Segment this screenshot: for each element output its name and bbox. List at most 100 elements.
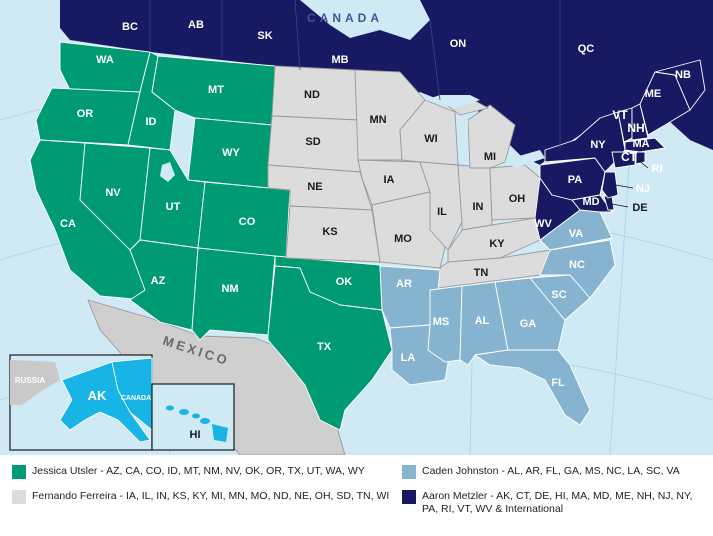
state-label-ok: OK [336,276,353,288]
state-label-or: OR [77,108,94,120]
state-label-az: AZ [151,275,166,287]
state-label-nm: NM [221,283,238,295]
state-label-ma: MA [632,138,649,150]
state-fl [474,349,591,426]
state-label-ga: GA [520,318,537,330]
lake-michigan [458,115,468,165]
state-mi [467,104,516,169]
state-label-ks: KS [322,226,337,238]
state-label-ar: AR [396,278,412,290]
state-label-ri: RI [652,163,663,175]
gray-territory [267,65,551,289]
state-label-mi: MI [484,151,496,163]
atlantic-coast-water [672,150,713,200]
legend-text: Jessica Utsler - AZ, CA, CO, ID, MT, NM,… [32,465,365,477]
state-label-nv: NV [105,187,121,199]
country-label-canada-inset: CANADA [121,395,151,402]
state-label-wv: WV [534,218,552,230]
legend-swatch-navy [402,490,416,504]
state-label-nd: ND [304,89,320,101]
state-md [571,194,613,213]
legend-item-jessica-utsler: Jessica Utsler - AZ, CA, CO, ID, MT, NM,… [12,465,365,479]
legend-text: Caden Johnston - AL, AR, FL, GA, MS, NC,… [422,465,680,477]
state-ri [635,151,646,165]
alaska-inset [9,354,153,451]
state-label-va: VA [569,228,584,240]
province-label-qc: QC [578,43,595,55]
great-salt-lake [160,162,175,182]
state-ma [624,137,666,153]
map-canvas: CANADA MEXICO RUSSIA CANADA BC AB SK MB … [0,0,713,455]
legend-swatch-light-blue [402,465,416,479]
state-label-mo: MO [394,233,412,245]
state-label-wi: WI [424,133,437,145]
state-label-co: CO [239,216,256,228]
state-label-il: IL [437,206,447,218]
state-label-pa: PA [568,174,583,186]
light-blue-territory [379,209,616,426]
state-label-la: LA [401,352,416,364]
state-label-mn: MN [369,114,386,126]
hudson-bay [300,0,430,40]
state-label-oh: OH [509,193,526,205]
state-label-me: ME [645,88,662,100]
hawaii-islands [166,405,228,442]
state-label-tn: TN [474,267,489,279]
sales-territory-map: CANADA MEXICO RUSSIA CANADA BC AB SK MB … [0,0,713,455]
state-mo [371,191,449,269]
legend-item-fernando-ferreira: Fernando Ferreira - IA, IL, IN, KS, KY, … [12,490,389,504]
state-label-nh: NH [627,121,644,135]
navy-territory [534,59,706,241]
state-label-sd: SD [305,136,320,148]
canada-inset-shape [111,357,153,431]
state-label-vt: VT [612,108,628,122]
state-label-nj: NJ [636,183,650,195]
legend-swatch-gray [12,490,26,504]
state-in [457,164,493,231]
lake-superior [425,95,480,108]
state-label-fl: FL [551,377,565,389]
lake-erie [505,150,545,168]
state-tx [267,265,393,431]
state-label-ct: CT [621,150,638,164]
legend-text: Aaron Metzler - AK, CT, DE, HI, MA, MD, … [422,490,693,515]
province-label-mb: MB [331,54,348,66]
province-label-bc: BC [122,21,138,33]
state-label-ut: UT [166,201,181,213]
russia-landmass [10,360,60,405]
province-nb [654,59,706,111]
state-label-ny: NY [590,139,606,151]
state-label-ak: AK [88,388,107,403]
state-ga [494,277,566,351]
state-label-hi: HI [190,429,201,441]
province-label-sk: SK [257,30,272,42]
country-label-canada: CANADA [307,11,383,25]
state-label-ms: MS [433,316,450,328]
legend-swatch-green [12,465,26,479]
state-label-ne: NE [307,181,322,193]
legend-text: Fernando Ferreira - IA, IL, IN, KS, KY, … [32,490,390,502]
state-label-ia: IA [384,174,395,186]
legend-item-aaron-metzler: Aaron Metzler - AK, CT, DE, HI, MA, MD, … [402,490,702,516]
state-label-tx: TX [317,341,332,353]
state-label-wy: WY [222,147,240,159]
state-label-ca: CA [60,218,76,230]
state-label-id: ID [146,116,157,128]
legend-item-caden-johnston: Caden Johnston - AL, AR, FL, GA, MS, NC,… [402,465,680,479]
province-label-on: ON [450,38,467,50]
state-ct [611,151,636,169]
state-label-in: IN [473,201,484,213]
state-nh [631,103,649,141]
green-territory [29,41,393,431]
state-label-de: DE [632,202,647,214]
state-label-mt: MT [208,84,224,96]
province-boundaries [149,0,561,148]
state-label-sc: SC [551,289,566,301]
country-label-russia: RUSSIA [15,376,45,385]
province-label-ab: AB [188,19,204,31]
state-label-ky: KY [489,238,505,250]
legend: Jessica Utsler - AZ, CA, CO, ID, MT, NM,… [0,455,713,536]
leader-lines [611,159,649,208]
state-label-wa: WA [96,54,114,66]
province-label-nb: NB [675,69,691,81]
